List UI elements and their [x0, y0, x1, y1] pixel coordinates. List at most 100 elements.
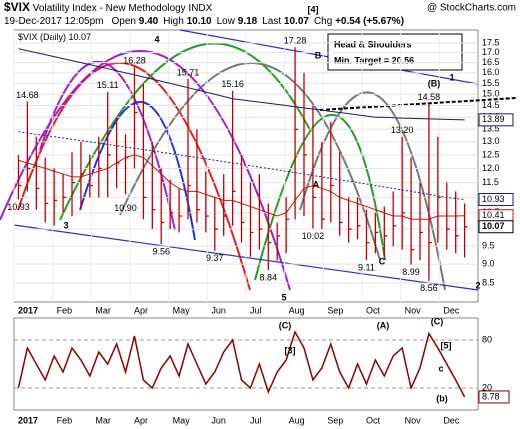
price-bar [89, 154, 93, 198]
x-tick-label: Feb [57, 415, 73, 425]
peak-label: 14.58 [418, 92, 441, 102]
price-bar [214, 197, 218, 251]
wave-label: (B) [428, 78, 441, 88]
x-tick-label: Oct [366, 305, 381, 315]
price-bar [26, 101, 31, 192]
x-tick-label: Dec [443, 415, 460, 425]
price-bar [330, 121, 334, 223]
last-value-box [478, 390, 510, 404]
peak-label: 10.93 [7, 202, 30, 212]
y-tick-label: 12.0 [482, 163, 500, 173]
x-tick-label: 2017 [18, 415, 38, 425]
quote-label: Last [262, 16, 281, 27]
legend-label: $VIX (Daily) [18, 32, 66, 42]
price-bar [124, 134, 129, 195]
quote-label: Low [217, 16, 236, 27]
x-tick-label: 2017 [18, 305, 38, 315]
moving-average [18, 48, 465, 121]
oscillator-line [17, 330, 466, 398]
price-bar [142, 83, 147, 220]
y-tick-label: 9.0 [482, 258, 495, 268]
last-value-label: 8.78 [482, 391, 500, 401]
price-bar [294, 47, 299, 220]
datetime: 19-Dec-2017 12:05pm [4, 16, 104, 27]
price-bar [98, 136, 102, 198]
last-value-label: 13.89 [482, 114, 505, 124]
x-tick-label: Sep [327, 415, 343, 425]
peak-label: 10.02 [302, 231, 325, 241]
x-tick-label: Feb [57, 305, 73, 315]
price-bar [133, 67, 138, 169]
quote-value: +0.54 (+5.67%) [335, 16, 404, 27]
quote-label: Chg [314, 16, 332, 27]
wave-label: C [379, 256, 386, 266]
wave-label: A [313, 179, 320, 189]
price-bar [115, 117, 120, 189]
wave-label: (C) [279, 320, 292, 330]
price-bar [463, 203, 468, 258]
price-bar [240, 154, 245, 243]
wave-label: (b) [436, 393, 448, 403]
price-bar [62, 174, 67, 213]
price-bar [71, 152, 75, 217]
price-bar [446, 182, 450, 250]
quote-value: 9.18 [238, 16, 258, 27]
x-tick-label: Mar [95, 305, 111, 315]
peak-label: 8.56 [420, 283, 438, 293]
annotation-text: Min. Target = 20.56 [334, 55, 414, 65]
symbol: $VIX [4, 0, 30, 14]
x-tick-label: Aug [289, 415, 305, 425]
peak-label: 17.28 [284, 36, 307, 46]
header-line: $VIX Volatility Index - New Methodology … [4, 0, 213, 14]
x-tick-label: Aug [289, 305, 305, 315]
last-value-box [478, 113, 514, 127]
price-bar [169, 179, 174, 230]
price-bar [178, 188, 183, 233]
last-value-label: 10.07 [482, 221, 505, 231]
peak-label: 8.84 [260, 272, 278, 282]
price-bar [35, 136, 40, 210]
price-bar [258, 174, 263, 250]
last-value-label: 10.41 [482, 210, 505, 220]
price-bar [339, 152, 343, 236]
legend-value: 10.07 [69, 32, 92, 42]
wave-label: 5 [281, 292, 286, 302]
price-bar [223, 174, 227, 236]
x-tick-label: May [173, 415, 191, 425]
peak-label: 9.37 [206, 253, 224, 263]
price-bar [249, 182, 254, 257]
wave-label: [5] [441, 340, 452, 350]
price-bar [44, 157, 49, 223]
wave-label: 3 [63, 220, 68, 230]
price-bar [80, 141, 84, 210]
quote-label: High [163, 16, 184, 27]
quote-label: Open [112, 16, 136, 27]
quote-value: 10.10 [187, 16, 212, 27]
legend: $VIX (Daily) 10.07 [18, 32, 91, 42]
price-bar [437, 136, 441, 243]
y-tick-label: 17.5 [482, 37, 500, 47]
wave-label: c [438, 363, 443, 373]
y-tick-label: 13.0 [482, 136, 500, 146]
price-bar [267, 203, 272, 271]
peak-label: 15.16 [221, 79, 244, 89]
price-bar [276, 222, 281, 261]
x-tick-label: Mar [95, 415, 111, 425]
x-tick-label: Sep [327, 305, 343, 315]
instrument-name: Volatility Index - New Methodology INDX [33, 3, 213, 14]
peak-label: 14.68 [16, 90, 39, 100]
peak-label: 8.99 [402, 267, 420, 277]
y-tick-label: 8.5 [482, 277, 495, 287]
y-tick-label: 15.5 [482, 78, 500, 88]
price-bar [196, 129, 200, 223]
wave-label: [3] [285, 345, 296, 355]
price-bar [428, 103, 432, 281]
wave-label: (C) [431, 316, 444, 326]
peak-label: 15.71 [177, 67, 200, 77]
wave-label: 2 [475, 280, 480, 290]
x-tick-label: Jul [250, 305, 262, 315]
price-bar [160, 168, 165, 245]
price-bar [107, 91, 111, 198]
price-bar [392, 191, 397, 247]
